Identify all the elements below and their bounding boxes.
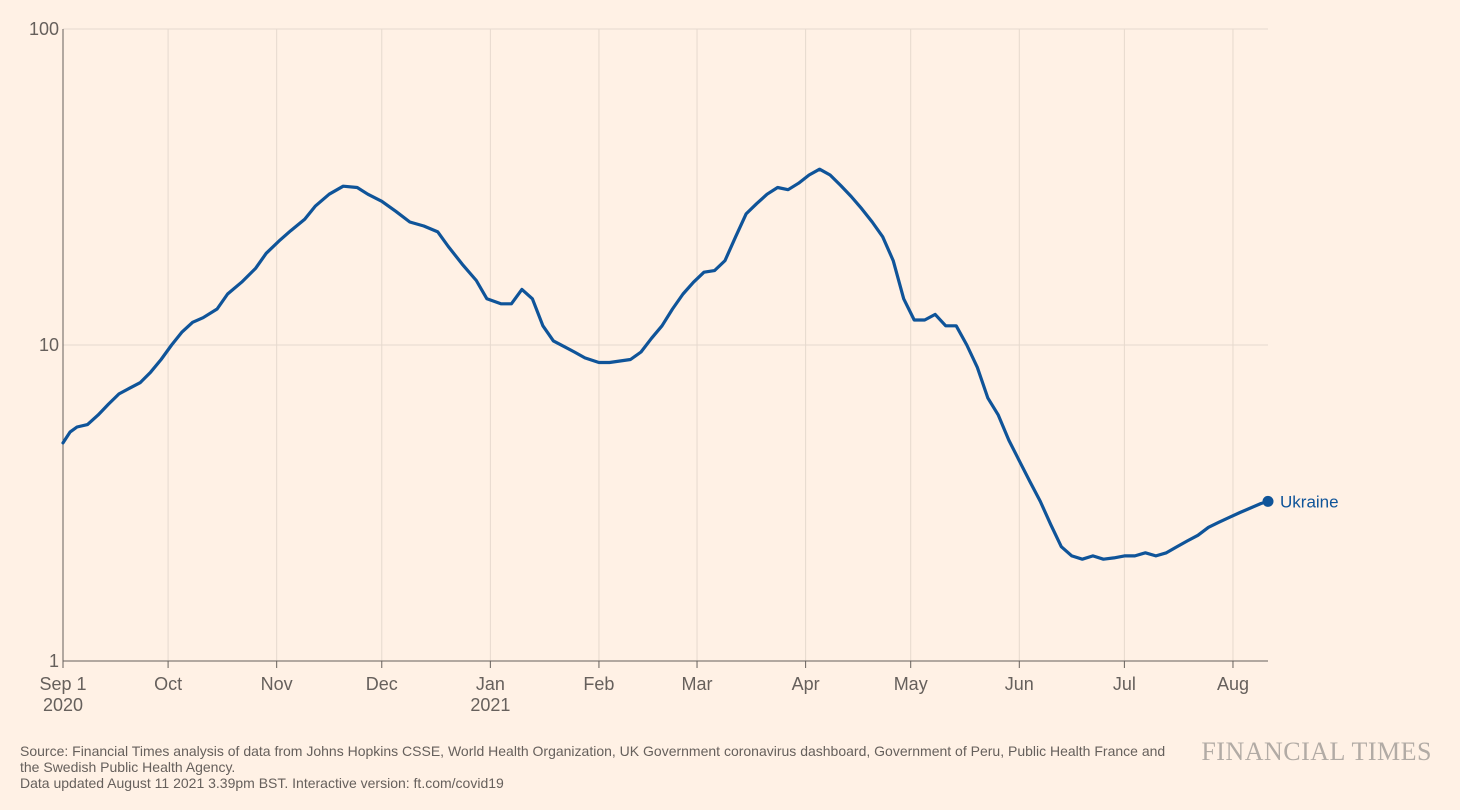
x-tick-label: Sep 1: [39, 674, 86, 694]
grid-layer: [63, 28, 1268, 662]
source-note-line-1: Source: Financial Times analysis of data…: [20, 743, 1166, 759]
x-tick-label: Mar: [682, 674, 713, 694]
y-tick-label: 1: [49, 651, 59, 671]
x-tick-label: Oct: [154, 674, 182, 694]
x-tick-year-label: 2021: [470, 695, 510, 715]
y-tick-label: 10: [39, 335, 59, 355]
source-note-line-2: the Swedish Public Health Agency.: [20, 759, 236, 775]
y-tick-label: 100: [29, 19, 59, 39]
label-layer: Ukraine: [1280, 492, 1339, 511]
x-tick-label: Jan: [476, 674, 505, 694]
series-line-ukraine: [61, 167, 1270, 561]
x-tick-label: Feb: [583, 674, 614, 694]
series-end-point: [1262, 495, 1274, 507]
x-tick-label: Dec: [366, 674, 398, 694]
chart-footer: Source: Financial Times analysis of data…: [20, 743, 1190, 791]
data-updated-note: Data updated August 11 2021 3.39pm BST. …: [20, 775, 504, 791]
financial-times-logo: FINANCIAL TIMES: [1201, 737, 1432, 766]
series-label-ukraine: Ukraine: [1280, 492, 1339, 511]
series-layer: [61, 167, 1274, 561]
x-tick-label: Aug: [1217, 674, 1249, 694]
x-tick-label: Jul: [1113, 674, 1136, 694]
x-tick-label: May: [894, 674, 928, 694]
x-tick-label: Jun: [1005, 674, 1034, 694]
x-tick-year-label: 2020: [43, 695, 83, 715]
x-tick-label: Apr: [792, 674, 820, 694]
x-tick-label: Nov: [261, 674, 293, 694]
